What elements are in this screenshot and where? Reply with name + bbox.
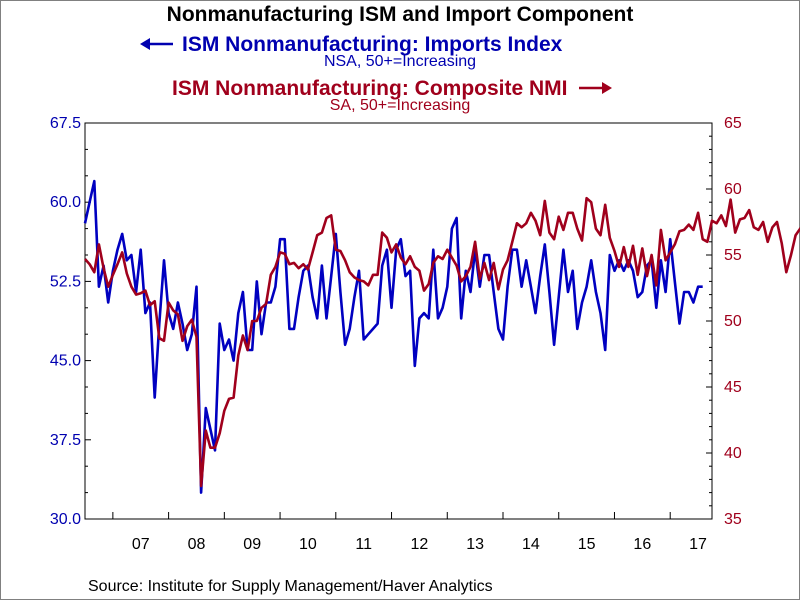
right-axis: 35 40 45 50 55 60 65 — [706, 115, 742, 528]
left-tick-label: 30.0 — [50, 511, 81, 528]
left-arrow-icon — [140, 33, 174, 57]
x-tick-label: 15 — [578, 536, 596, 553]
x-tick-label: 16 — [633, 536, 651, 553]
composite-nmi-line — [84, 196, 800, 488]
series2-subtitle: SA, 50+=Increasing — [329, 97, 471, 114]
right-tick-label: 45 — [724, 379, 742, 396]
right-arrow-icon — [578, 77, 612, 101]
x-tick-label: 17 — [689, 536, 707, 553]
series-lines — [83, 179, 800, 494]
x-tick-label: 12 — [411, 536, 429, 553]
source-note: Source: Institute for Supply Management/… — [88, 578, 493, 595]
x-tick-label: 09 — [243, 536, 261, 553]
chart-title: Nonmanufacturing ISM and Import Componen… — [166, 3, 634, 26]
x-tick-label: 08 — [188, 536, 206, 553]
right-tick-label: 65 — [724, 115, 742, 132]
right-tick-label: 60 — [724, 181, 742, 198]
x-tick-label: 10 — [299, 536, 317, 553]
left-tick-label: 37.5 — [50, 432, 81, 449]
series1-legend: ISM Nonmanufacturing: Imports Index — [140, 33, 660, 57]
right-tick-label: 50 — [724, 313, 742, 330]
left-tick-label: 67.5 — [50, 115, 81, 132]
left-tick-label: 52.5 — [50, 273, 81, 290]
right-tick-label: 35 — [724, 511, 742, 528]
x-tick-label: 07 — [132, 536, 150, 553]
x-tick-label: 11 — [355, 536, 372, 553]
x-axis: 07 08 09 10 11 12 13 14 15 16 17 — [112, 512, 707, 553]
series1-subtitle: NSA, 50+=Increasing — [323, 53, 477, 70]
series2-name: ISM Nonmanufacturing: Composite NMI — [172, 77, 568, 100]
series2-legend: ISM Nonmanufacturing: Composite NMI — [172, 77, 732, 101]
x-tick-label: 14 — [522, 536, 540, 553]
x-tick-label: 13 — [466, 536, 484, 553]
right-tick-label: 40 — [724, 445, 742, 462]
imports-index-line — [83, 179, 703, 494]
right-tick-label: 55 — [724, 247, 742, 264]
series1-name: ISM Nonmanufacturing: Imports Index — [182, 33, 563, 56]
left-tick-label: 45.0 — [50, 353, 81, 370]
left-axis: 30.0 37.5 45.0 52.5 60.0 67.5 — [50, 115, 91, 528]
left-tick-label: 60.0 — [50, 194, 81, 211]
